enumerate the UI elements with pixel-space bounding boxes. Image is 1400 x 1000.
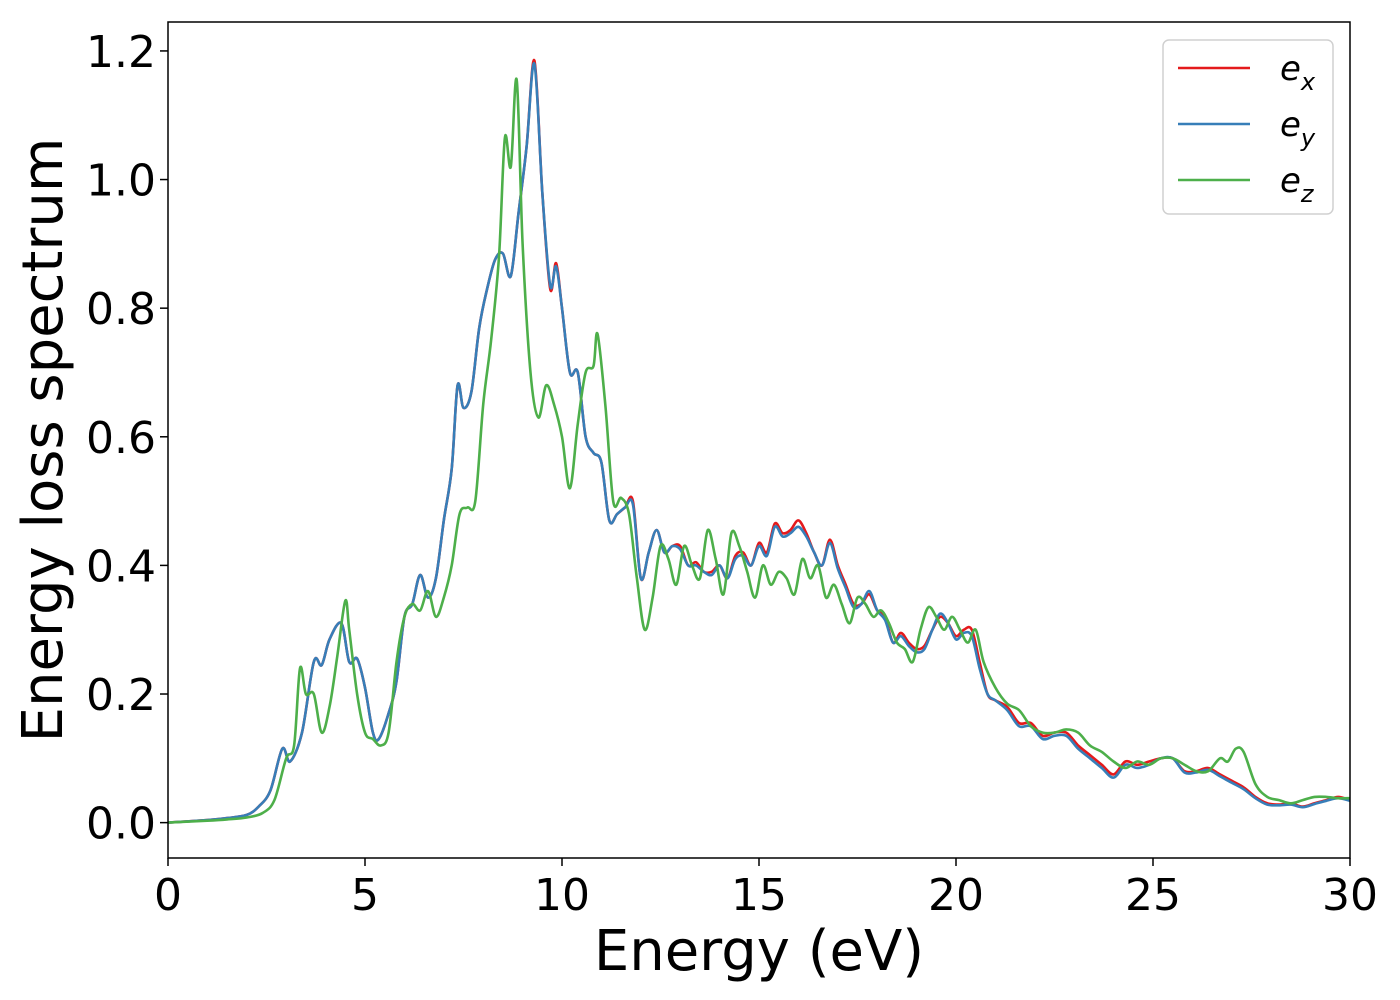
- y-tick-label: 0.6: [86, 413, 156, 464]
- x-tick-label: 15: [731, 870, 787, 921]
- x-tick-label: 0: [154, 870, 182, 921]
- y-tick-label: 0.0: [86, 799, 156, 850]
- y-axis-label: Energy loss spectrum: [11, 138, 76, 743]
- x-tick-label: 25: [1125, 870, 1181, 921]
- y-tick-label: 0.8: [86, 284, 156, 335]
- x-tick-label: 5: [351, 870, 379, 921]
- y-tick-label: 1.0: [86, 156, 156, 207]
- legend-box: [1162, 39, 1334, 215]
- x-tick-label: 30: [1322, 870, 1378, 921]
- plot-area: [168, 22, 1350, 858]
- x-tick-label: 10: [534, 870, 590, 921]
- y-axis-ticks: 0.0 0.2 0.4 0.6 0.8 1.0 1.2: [86, 27, 168, 850]
- y-tick-label: 1.2: [86, 27, 156, 78]
- x-tick-label: 20: [928, 870, 984, 921]
- y-tick-label: 0.2: [86, 670, 156, 721]
- x-axis-label: Energy (eV): [594, 919, 924, 984]
- series-layer: [167, 59, 1351, 824]
- y-tick-label: 0.4: [86, 541, 156, 592]
- series-line-z: [167, 77, 1351, 824]
- x-axis-ticks: 0 5 10 15 20 25 30: [154, 858, 1378, 921]
